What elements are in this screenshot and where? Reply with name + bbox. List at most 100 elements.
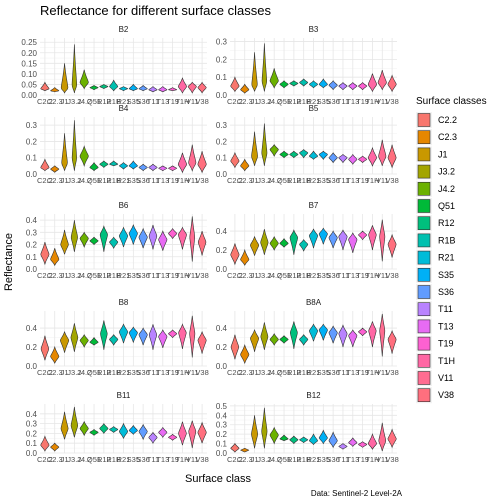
- y-tick-label: 0.2: [216, 343, 228, 352]
- x-tick-label: T1H: [175, 368, 189, 377]
- violin-r1b: [299, 436, 309, 444]
- x-tick-label: C2.3: [47, 176, 63, 185]
- y-tick-label: 0.2: [216, 246, 228, 255]
- violin-s36: [328, 325, 338, 344]
- violin-r21: [118, 422, 129, 440]
- x-tick-label: J3.2: [257, 368, 271, 377]
- violin-t13: [348, 82, 358, 91]
- x-tick-label: C2.2: [37, 368, 53, 377]
- x-tick-label: V38: [385, 368, 398, 377]
- x-tick-label: C2.2: [227, 368, 243, 377]
- violin-j1: [60, 411, 69, 440]
- x-tick-label: S36: [136, 455, 149, 464]
- x-tick-label: J1: [251, 368, 259, 377]
- x-tick-label: S35: [317, 176, 330, 185]
- y-tick-label: 0.0: [216, 170, 228, 179]
- violin-v11: [379, 313, 386, 357]
- x-tick-label: C2.3: [237, 271, 253, 280]
- violin-t11: [338, 229, 348, 251]
- violin-t13: [348, 329, 358, 348]
- violin-j1: [251, 52, 258, 92]
- violin-s36: [328, 431, 338, 449]
- violin-j1: [250, 235, 260, 256]
- x-tick-label: T19: [356, 455, 369, 464]
- violin-s36: [138, 327, 148, 346]
- x-tick-label: J3.2: [67, 455, 81, 464]
- y-tick-label: 0.0: [216, 449, 228, 458]
- violin-c2-2: [40, 242, 50, 266]
- panel-b12: B12 0.00.10.20.30.40.5 C2.2C2.3J1J3.2J4.2Q…: [216, 391, 399, 464]
- x-tick-label: Q51: [87, 97, 101, 106]
- x-tick-label: T1H: [365, 455, 379, 464]
- violin-t1h: [178, 421, 187, 446]
- facet-panels: B20.000.050.100.150.200.25C2.2C2.3J1J3.2…: [21, 25, 398, 464]
- x-tick-label: C2.2: [37, 97, 53, 106]
- y-tick-label: 0.0: [26, 170, 38, 179]
- violin-j4-2: [79, 334, 89, 348]
- violin-r21: [308, 433, 319, 446]
- x-tick-label: R1B: [106, 97, 121, 106]
- legend-label: Q51: [438, 201, 455, 211]
- legend-swatch: [417, 164, 431, 179]
- x-tick-label: Q51: [87, 271, 101, 280]
- violin-t11: [148, 324, 157, 350]
- x-tick-label: J4.2: [77, 176, 91, 185]
- legend-item-j3-2: J3.2: [416, 163, 455, 180]
- violin-r1b: [109, 79, 119, 92]
- violin-j3-2: [261, 43, 268, 92]
- x-tick-label: C2.2: [37, 455, 53, 464]
- violin-j3-2: [260, 322, 269, 350]
- violin-r1b: [299, 238, 309, 252]
- x-tick-label: R1B: [296, 368, 311, 377]
- legend-item-r1b: R1B: [416, 232, 456, 249]
- violin-t11: [338, 443, 348, 450]
- violin-t1h: [368, 225, 377, 251]
- x-tick-label: R1B: [106, 455, 121, 464]
- violin-t11: [148, 224, 158, 250]
- y-tick-label: 0.0: [216, 362, 228, 371]
- x-tick-label: S36: [136, 271, 149, 280]
- x-tick-label: S35: [127, 368, 140, 377]
- y-tick-label: 0.2: [26, 429, 38, 438]
- violin-t19: [168, 433, 178, 441]
- x-tick-label: T11: [337, 455, 349, 464]
- violin-r1b: [299, 149, 309, 159]
- y-tick-label: 0.0: [26, 449, 38, 458]
- x-tick-label: T13: [156, 368, 169, 377]
- x-tick-label: V11: [186, 368, 199, 377]
- x-tick-label: V38: [385, 97, 398, 106]
- violin-r21: [118, 162, 129, 170]
- legend-swatch: [417, 371, 431, 385]
- x-tick-label: T11: [147, 271, 159, 280]
- violin-j4-2: [79, 69, 89, 90]
- x-tick-label: J3.2: [257, 97, 271, 106]
- x-tick-label: T13: [156, 271, 169, 280]
- y-tick-label: 0.1: [216, 154, 228, 163]
- y-tick-label: 0.1: [26, 154, 38, 163]
- violin-v38: [197, 151, 207, 174]
- violin-c2-3: [240, 83, 250, 94]
- legend-label: V38: [438, 390, 454, 400]
- legend-label: C2.3: [438, 132, 457, 142]
- violin-t1h: [367, 146, 377, 167]
- x-tick-label: R21: [307, 271, 321, 280]
- x-tick-label: V38: [195, 176, 208, 185]
- x-tick-label: C2.3: [47, 368, 63, 377]
- violin-v11: [187, 81, 197, 94]
- violin-r12: [289, 80, 299, 87]
- legend-label: J3.2: [438, 167, 455, 177]
- x-tick-label: J3.2: [67, 97, 81, 106]
- x-tick-label: T1H: [175, 97, 189, 106]
- violin-c2-3: [50, 87, 60, 93]
- x-tick-label: T13: [156, 97, 169, 106]
- legend-swatch: [417, 182, 431, 196]
- violin-r1b: [299, 334, 309, 346]
- violin-r1b: [299, 78, 309, 87]
- x-tick-label: J3.2: [257, 176, 271, 185]
- x-tick-label: V38: [385, 455, 398, 464]
- x-tick-label: S35: [127, 176, 140, 185]
- legend-label: J4.2: [438, 184, 455, 194]
- violin-v38: [387, 428, 397, 449]
- legend-title: Surface classes: [416, 96, 487, 107]
- violin-r12: [99, 225, 108, 252]
